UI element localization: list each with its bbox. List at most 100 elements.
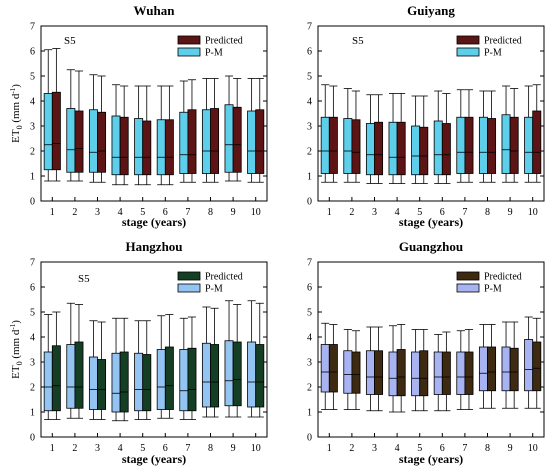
legend-label: Predicted (484, 272, 522, 283)
legend-label: P-M (484, 284, 502, 295)
y-tick-label: 3 (30, 358, 35, 369)
y-tick-label: 4 (30, 333, 35, 344)
predicted-box (487, 346, 497, 392)
predicted-box (532, 341, 542, 392)
legend-swatch (456, 35, 480, 45)
legend-swatch (177, 35, 201, 45)
pm-box (43, 351, 53, 412)
x-tick-label: 8 (485, 207, 490, 218)
x-tick-label: 2 (72, 207, 77, 218)
x-tick-label: 5 (140, 443, 145, 454)
y-tick-label: 4 (307, 97, 312, 108)
panel-annotation: S5 (352, 35, 364, 47)
predicted-box (187, 109, 197, 174)
predicted-box (74, 110, 84, 173)
y-tick-label: 2 (307, 147, 312, 158)
predicted-box (351, 351, 361, 394)
x-tick-label: 6 (163, 443, 168, 454)
y-tick-label: 2 (307, 383, 312, 394)
x-tick-label: 4 (395, 443, 400, 454)
predicted-box (210, 344, 220, 408)
x-tick-label: 4 (118, 207, 123, 218)
x-tick-label: 10 (528, 207, 538, 218)
pm-box (320, 344, 330, 393)
x-tick-label: 9 (508, 207, 513, 218)
chart-panel-hangzhou: 0 1 2 3 4 5 6 7 1 2 3 4 5 6 7 8 9 10 Hangzhou stage (years)… (9, 239, 268, 466)
plot-frame (317, 25, 545, 202)
y-tick-label: 3 (30, 122, 35, 133)
plot-frame (40, 261, 268, 438)
pm-box (111, 352, 121, 413)
x-axis-label: stage (years) (399, 215, 463, 229)
chart-panel-guiyang: 0 1 2 3 4 5 6 7 1 2 3 4 5 6 7 8 9 10 Guiyang stage (years) S… (307, 3, 545, 229)
pm-box (43, 93, 53, 171)
chart-title: Guiyang (407, 3, 455, 18)
pm-box (343, 350, 353, 394)
predicted-box (487, 118, 497, 174)
pm-box (456, 116, 466, 174)
x-tick-label: 3 (372, 443, 377, 454)
plot-frame (317, 261, 545, 438)
y-tick-label: 6 (30, 283, 35, 294)
pm-box (156, 119, 166, 176)
x-tick-label: 1 (327, 443, 332, 454)
y-tick-label: 4 (30, 97, 35, 108)
predicted-box (51, 345, 61, 412)
pm-box (433, 120, 443, 176)
legend-label: Predicted (205, 36, 243, 47)
pm-box (201, 342, 211, 408)
x-tick-label: 3 (95, 443, 100, 454)
panel-annotation: S5 (64, 35, 76, 47)
predicted-box (374, 121, 384, 176)
y-tick-label: 5 (30, 308, 35, 319)
x-tick-label: 4 (395, 207, 400, 218)
x-axis-label: stage (years) (399, 452, 463, 466)
chart-title: Guangzhou (399, 239, 463, 254)
y-axis-label: ET0 (mm d-1) (9, 320, 24, 379)
pm-box (88, 356, 98, 410)
pm-box (365, 350, 375, 395)
y-tick-label: 6 (30, 47, 35, 58)
pm-box (179, 349, 189, 412)
pm-box (66, 344, 76, 409)
x-tick-label: 10 (251, 207, 261, 218)
predicted-box (232, 106, 242, 173)
x-tick-label: 3 (95, 207, 100, 218)
y-tick-label: 2 (30, 147, 35, 158)
pm-box (411, 125, 421, 176)
x-tick-label: 1 (50, 207, 55, 218)
predicted-box (464, 116, 474, 174)
predicted-box (210, 108, 220, 174)
pm-box (224, 104, 234, 173)
predicted-box (532, 110, 542, 174)
predicted-box (396, 349, 406, 397)
legend-swatch (456, 283, 480, 293)
x-axis-label: stage (years) (122, 452, 186, 466)
pm-box (388, 351, 398, 397)
pm-box (179, 111, 189, 174)
y-tick-label: 1 (30, 408, 35, 419)
x-tick-label: 8 (485, 443, 490, 454)
pm-box (478, 346, 488, 392)
x-tick-label: 7 (185, 443, 190, 454)
pm-box (388, 121, 398, 176)
predicted-box (255, 344, 265, 408)
x-tick-label: 7 (462, 207, 467, 218)
y-tick-label: 1 (30, 172, 35, 183)
predicted-box (328, 344, 338, 393)
x-tick-label: 8 (208, 207, 213, 218)
y-tick-label: 0 (307, 197, 312, 208)
x-tick-label: 7 (185, 207, 190, 218)
x-tick-label: 5 (417, 443, 422, 454)
y-tick-label: 6 (307, 47, 312, 58)
predicted-box (509, 347, 519, 392)
legend-label: P-M (205, 48, 223, 59)
y-tick-label: 7 (307, 22, 312, 33)
predicted-box (419, 126, 429, 176)
predicted-box (97, 111, 107, 173)
x-tick-label: 1 (50, 443, 55, 454)
